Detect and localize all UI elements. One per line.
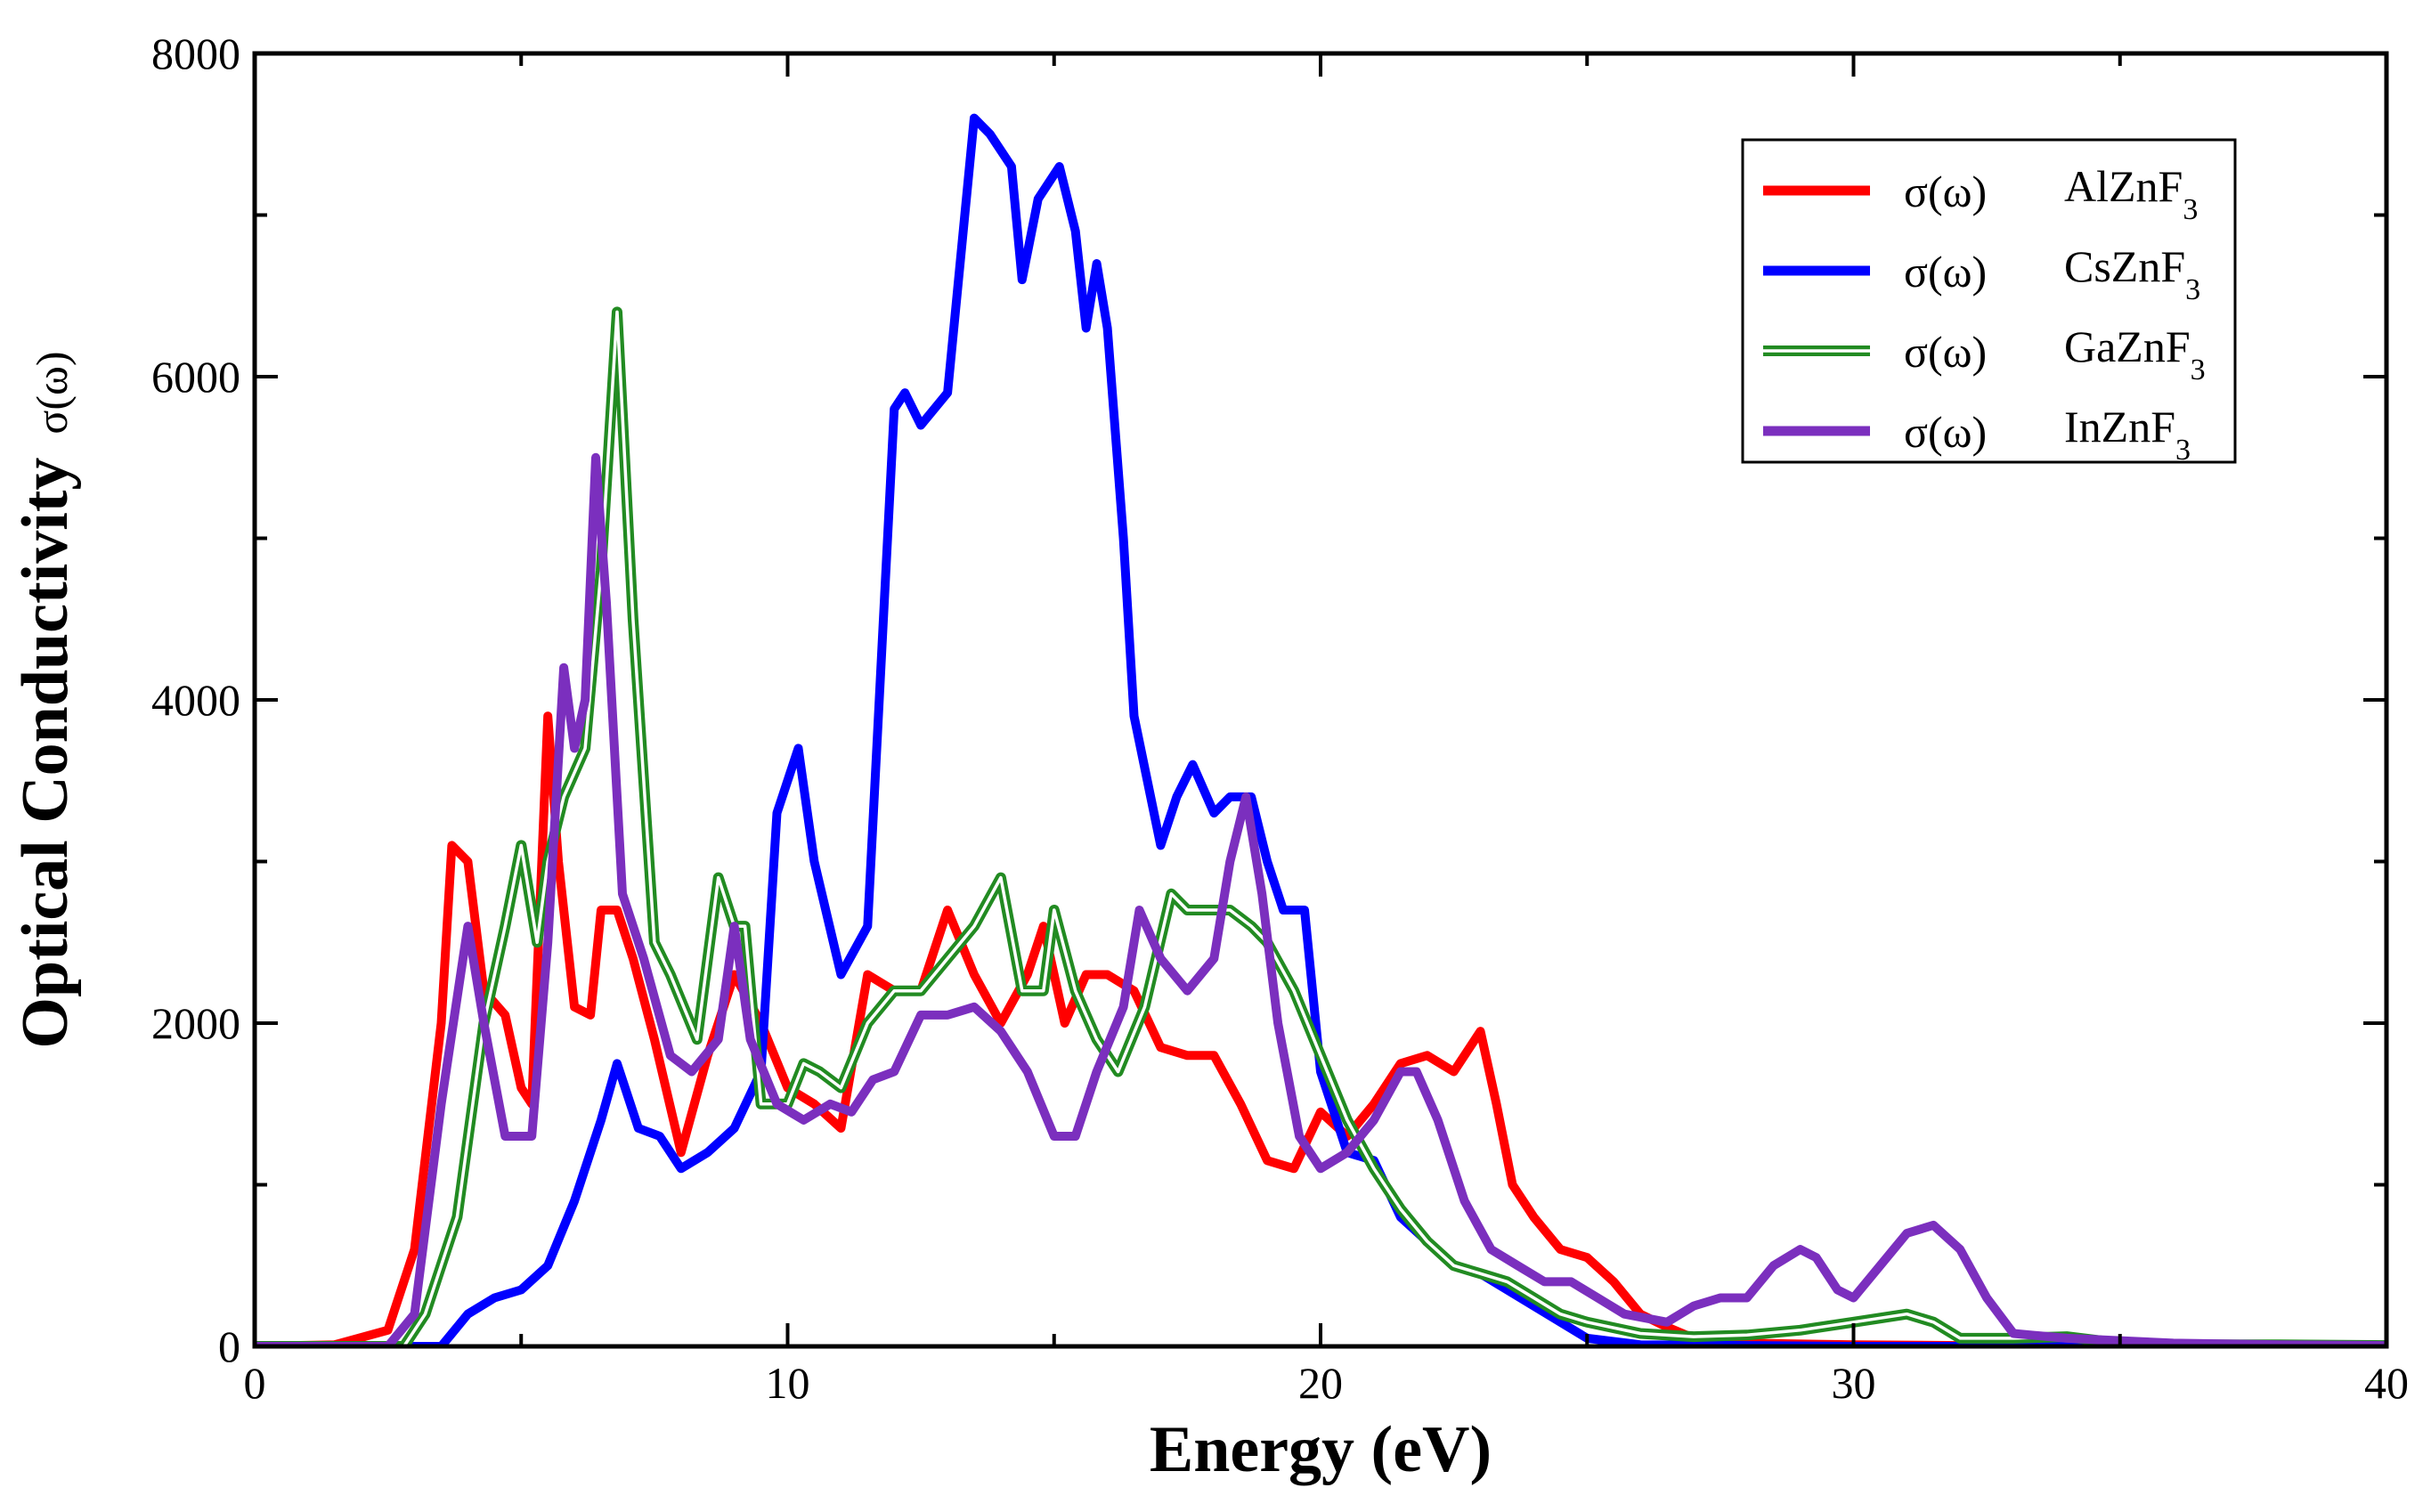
legend-subscript-CsZnF3: 3 <box>2185 273 2200 306</box>
y-tick-label-0: 0 <box>218 1321 240 1371</box>
y-axis-title-group: Optical Conductivity σ(ω) <box>9 351 82 1048</box>
series-line-inner-GaZnF3 <box>255 310 2386 1346</box>
svg-text:Optical Conductivity σ: Optical Conductivity σ(ω) <box>9 351 82 1048</box>
x-tick-label-10: 10 <box>766 1358 810 1408</box>
series-AlZnF3 <box>255 711 2386 1346</box>
legend-entry-GaZnF3: σ(ω) GaZnF3 <box>1763 321 2206 386</box>
x-tick-label-20: 20 <box>1298 1358 1343 1408</box>
y-tick-label-8000: 8000 <box>151 28 240 78</box>
y-axis-symbol: σ(ω) <box>27 351 77 434</box>
x-tick-label-40: 40 <box>2364 1358 2409 1408</box>
series-line-InZnF3 <box>255 452 2386 1346</box>
legend-subscript-AlZnF3: 3 <box>2183 193 2198 226</box>
y-tick-label-2000: 2000 <box>151 998 240 1048</box>
y-tick-label-4000: 4000 <box>151 675 240 725</box>
legend-prefix-AlZnF3: σ(ω) <box>1904 167 1987 216</box>
legend-subscript-GaZnF3: 3 <box>2191 354 2206 386</box>
series-layer <box>255 113 2386 1346</box>
legend-prefix-GaZnF3: σ(ω) <box>1904 327 1987 377</box>
y-tick-label-6000: 6000 <box>151 352 240 402</box>
x-axis-title: Energy (eV) <box>1150 1413 1492 1486</box>
y-axis-title: Optical Conductivity <box>9 458 82 1049</box>
series-GaZnF3 <box>255 306 2386 1346</box>
series-InZnF3 <box>255 452 2386 1346</box>
legend-prefix-CsZnF3: σ(ω) <box>1904 247 1987 297</box>
legend-subscript-InZnF3: 3 <box>2175 434 2191 467</box>
x-tick-label-30: 30 <box>1832 1358 1876 1408</box>
legend-prefix-InZnF3: σ(ω) <box>1904 407 1987 457</box>
series-line-AlZnF3 <box>255 711 2386 1346</box>
ticks-layer: 0 10 20 30 40 0 2000 4000 6000 8000 <box>151 28 2409 1408</box>
x-tick-label-0: 0 <box>244 1358 266 1408</box>
